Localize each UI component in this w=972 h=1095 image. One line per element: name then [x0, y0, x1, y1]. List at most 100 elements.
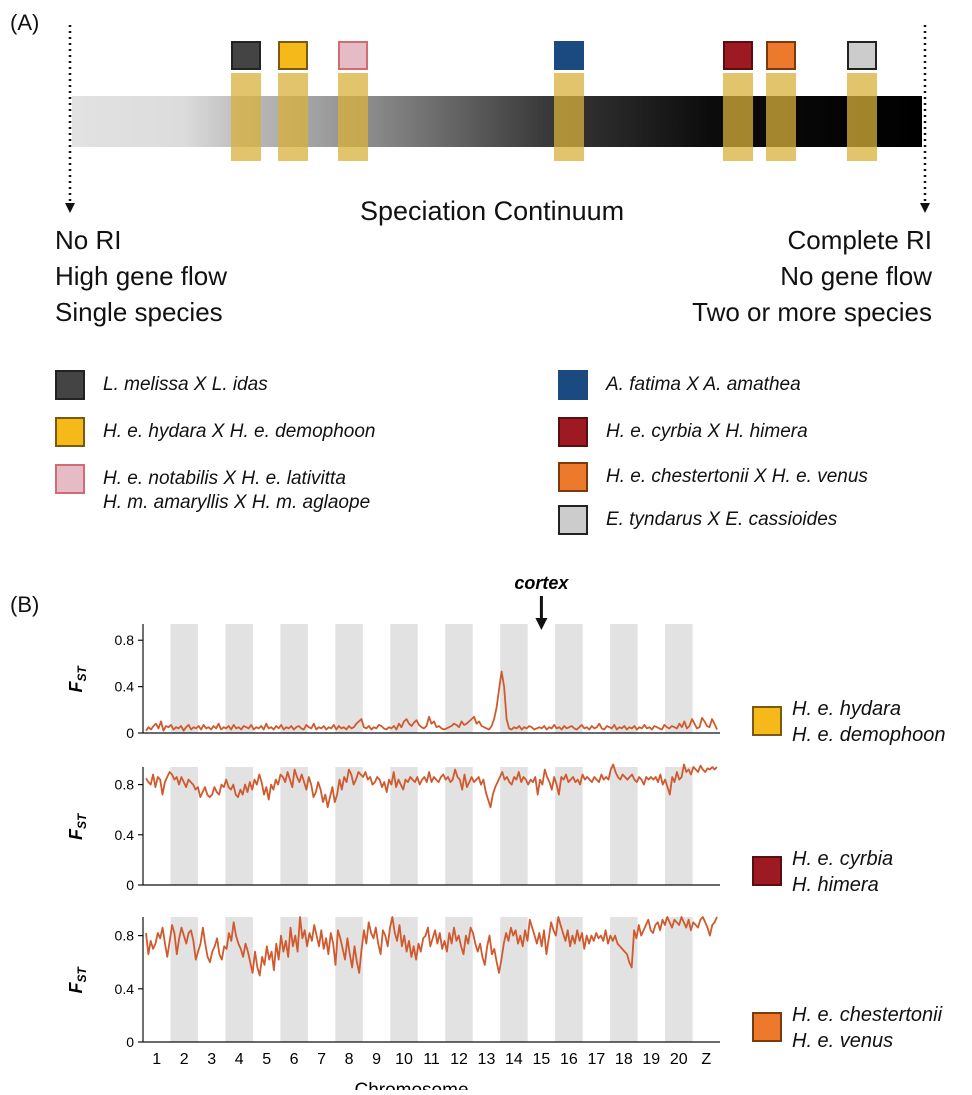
x-tick-label: 3: [207, 1051, 216, 1068]
left-line-2: High gene flow: [55, 261, 227, 291]
panel-b-label: (B): [10, 592, 40, 617]
chromosome-stripe: [225, 624, 253, 733]
x-tick-label: 10: [395, 1051, 413, 1068]
continuum-highlight-band: [723, 73, 753, 161]
left-extreme-text: No RI High gene flow Single species: [55, 222, 227, 330]
fst-legend-hydara-demophoon: H. e. hydara H. e. demophoon: [750, 696, 945, 748]
continuum-marker-square: [278, 41, 308, 70]
y-tick-label: 0: [126, 877, 134, 893]
right-line-1: Complete RI: [787, 225, 933, 255]
y-tick-label: 0.4: [115, 827, 135, 843]
chromosome-stripe: [280, 767, 308, 885]
x-tick-label: 13: [478, 1051, 496, 1068]
x-tick-label: 20: [670, 1051, 688, 1068]
y-tick-label: 0.4: [115, 981, 135, 997]
legend-label: H. himera: [792, 874, 879, 896]
fst-series-line: [145, 763, 718, 809]
legend-swatch: [558, 462, 588, 492]
continuum-highlight-band: [554, 73, 584, 161]
legend-label: H. e. venus: [792, 1030, 894, 1052]
legend-label: A. fatima X A. amathea: [606, 374, 801, 395]
y-axis-label: FST: [66, 812, 89, 840]
chromosome-stripe: [610, 624, 638, 733]
y-tick-label: 0: [126, 725, 134, 741]
legend-swatch: [752, 706, 782, 736]
chromosome-stripe: [610, 767, 638, 885]
fst-series-line: [145, 670, 718, 732]
right-line-3: Two or more species: [692, 297, 932, 327]
x-tick-label: 1: [152, 1051, 161, 1068]
chromosome-stripe: [445, 624, 473, 733]
fst-panel-2: 0 0.4 0.8 FST: [66, 763, 720, 893]
x-tick-label: 19: [642, 1051, 660, 1068]
legend-item-chestertonii-venus: H. e. chestertonii X H. e. venus: [558, 462, 868, 492]
continuum-highlight-band: [847, 73, 877, 161]
panel-a-label: (A): [10, 10, 40, 35]
legend-label: H. m. amaryllis X H. m. aglaope: [103, 492, 371, 513]
legend-label: H. e. cyrbia: [792, 848, 894, 870]
chromosome-stripe: [390, 624, 418, 733]
fst-legend-chestertonii-venus: H. e. chestertonii H. e. venus: [750, 1002, 942, 1054]
chromosome-stripe: [665, 624, 693, 733]
y-tick-label: 0: [126, 1034, 134, 1050]
y-tick-label: 0.8: [115, 928, 135, 944]
x-tick-label: 6: [290, 1051, 299, 1068]
x-tick-label: 17: [587, 1051, 605, 1068]
legend-swatch: [55, 370, 85, 400]
continuum-markers: [231, 41, 877, 161]
legend-label: H. e. chestertonii X H. e. venus: [606, 466, 868, 487]
y-tick-label: 0.4: [115, 679, 135, 695]
legend-item-tyndarus-cassioides: E. tyndarus X E. cassioides: [558, 505, 837, 535]
continuum-title: Speciation Continuum: [360, 196, 625, 226]
legend-label: H. e. demophoon: [792, 724, 946, 746]
x-tick-label: 2: [180, 1051, 189, 1068]
chromosome-stripe: [335, 624, 363, 733]
legend-swatch: [752, 1012, 782, 1042]
legend-item-cyrbia-himera: H. e. cyrbia X H. himera: [558, 417, 808, 447]
left-line-3: Single species: [55, 297, 223, 327]
legend-item-hydara-demophoon: H. e. hydara X H. e. demophoon: [55, 417, 376, 447]
right-arrow-head: [920, 203, 930, 213]
continuum-marker-square: [723, 41, 753, 70]
legend-label: H. e. notabilis X H. e. lativitta: [103, 468, 346, 489]
x-tick-label: 5: [262, 1051, 271, 1068]
y-axis-label: FST: [66, 965, 89, 993]
fst-panel-3: 0 0.4 0.8 FST: [66, 916, 720, 1050]
legend-label: E. tyndarus X E. cassioides: [606, 509, 838, 530]
continuum-marker-square: [231, 41, 261, 70]
chromosome-stripe: [665, 917, 693, 1042]
legend-label: H. e. chestertonii: [792, 1004, 943, 1026]
chromosome-stripe: [500, 767, 528, 885]
cortex-arrow-head: [535, 618, 548, 630]
x-tick-label: 18: [615, 1051, 633, 1068]
legend-label: L. melissa X L. idas: [103, 374, 268, 395]
x-tick-label: 14: [505, 1051, 523, 1068]
x-tick-label: 9: [372, 1051, 381, 1068]
legend-swatch: [752, 856, 782, 886]
chromosome-stripe: [500, 624, 528, 733]
fst-legend-cyrbia-himera: H. e. cyrbia H. himera: [750, 846, 893, 898]
legend-item-fatima-amathea: A. fatima X A. amathea: [558, 370, 801, 400]
legend-label: H. e. hydara X H. e. demophoon: [103, 421, 376, 442]
legend-label: H. e. cyrbia X H. himera: [606, 421, 808, 442]
chromosome-stripe: [555, 767, 583, 885]
legend-swatch: [55, 417, 85, 447]
y-axis-label-subscript: ST: [75, 812, 89, 829]
continuum-highlight-band: [278, 73, 308, 161]
cortex-annotation: cortex: [514, 573, 569, 593]
chromosome-stripe: [665, 767, 693, 885]
legend-swatch: [55, 464, 85, 494]
x-tick-label: 4: [235, 1051, 244, 1068]
legend-label-group: H. e. notabilis X H. e. lativitta H. m. …: [103, 464, 370, 515]
continuum-highlight-band: [766, 73, 796, 161]
chromosome-stripe: [445, 767, 473, 885]
continuum-highlight-band: [338, 73, 368, 161]
x-tick-label: 15: [533, 1051, 551, 1068]
legend-swatch: [558, 505, 588, 535]
chromosome-stripe: [170, 624, 198, 733]
legend-label: H. e. hydara: [792, 698, 901, 720]
fst-series-line: [145, 916, 718, 977]
y-tick-label: 0.8: [115, 632, 135, 648]
legend-item-notabilis-lativitta: H. e. notabilis X H. e. lativitta H. m. …: [55, 464, 370, 515]
